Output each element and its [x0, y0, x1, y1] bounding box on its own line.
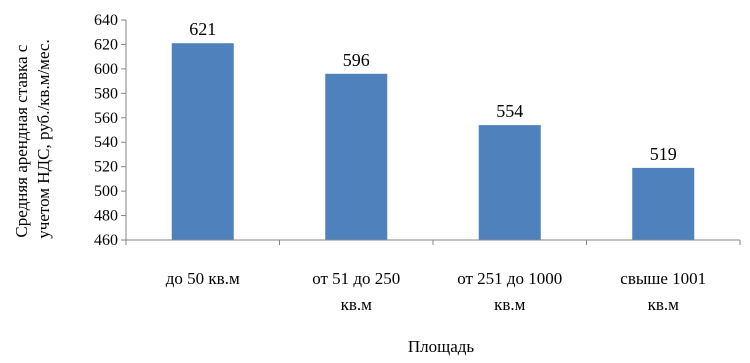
category-label: от 251 до 1000 кв.м: [457, 269, 562, 314]
x-axis: [125, 239, 741, 245]
y-axis-title-line-2: учетом НДС, руб./кв.м/мес.: [34, 39, 53, 238]
y-tick-label: 540: [94, 134, 118, 151]
category-label: свыше 1001 кв.м: [620, 269, 706, 314]
y-axis-title-line-1: Средняя арендная ставка с: [12, 44, 31, 237]
svg-text:Средняя арендная ставка с: Средняя арендная ставка с учетом НДС, ру…: [12, 39, 53, 238]
y-axis-ticks: 460 480 500 520 540 560 580 600 620 640: [94, 12, 127, 249]
y-tick-label: 480: [94, 208, 118, 225]
y-tick-label: 580: [94, 85, 118, 102]
category-label: от 51 до 250 кв.м: [312, 269, 400, 314]
data-label: 519: [650, 144, 677, 164]
bar: [478, 125, 541, 240]
x-axis-title: Площадь: [408, 337, 475, 356]
y-tick-label: 460: [94, 232, 118, 249]
y-tick-label: 520: [94, 159, 118, 176]
y-axis-title: Средняя арендная ставка с учетом НДС, ру…: [12, 39, 53, 238]
y-tick-label: 560: [94, 110, 118, 127]
data-labels: 621 596 554 519: [189, 19, 677, 164]
bar: [632, 167, 695, 240]
category-label-line: от 51 до 250: [312, 269, 400, 288]
category-label: до 50 кв.м: [166, 269, 240, 288]
category-label-line: свыше 1001: [620, 269, 706, 288]
bar: [171, 43, 234, 240]
category-label-line: от 251 до 1000: [457, 269, 562, 288]
category-label-line: до 50 кв.м: [166, 269, 240, 288]
data-label: 621: [189, 19, 216, 39]
category-label-line: кв.м: [341, 295, 373, 314]
y-tick-label: 600: [94, 61, 118, 78]
data-label: 554: [496, 101, 523, 121]
y-tick-label: 500: [94, 183, 118, 200]
data-label: 596: [343, 50, 370, 70]
bars: [171, 43, 695, 241]
y-tick-label: 620: [94, 36, 118, 53]
category-labels: до 50 кв.м от 51 до 250 кв.мот 251 до 1000…: [166, 269, 706, 314]
bar: [325, 73, 388, 241]
category-label-line: кв.м: [648, 295, 680, 314]
category-label-line: кв.м: [494, 295, 526, 314]
y-tick-label: 640: [94, 12, 118, 29]
